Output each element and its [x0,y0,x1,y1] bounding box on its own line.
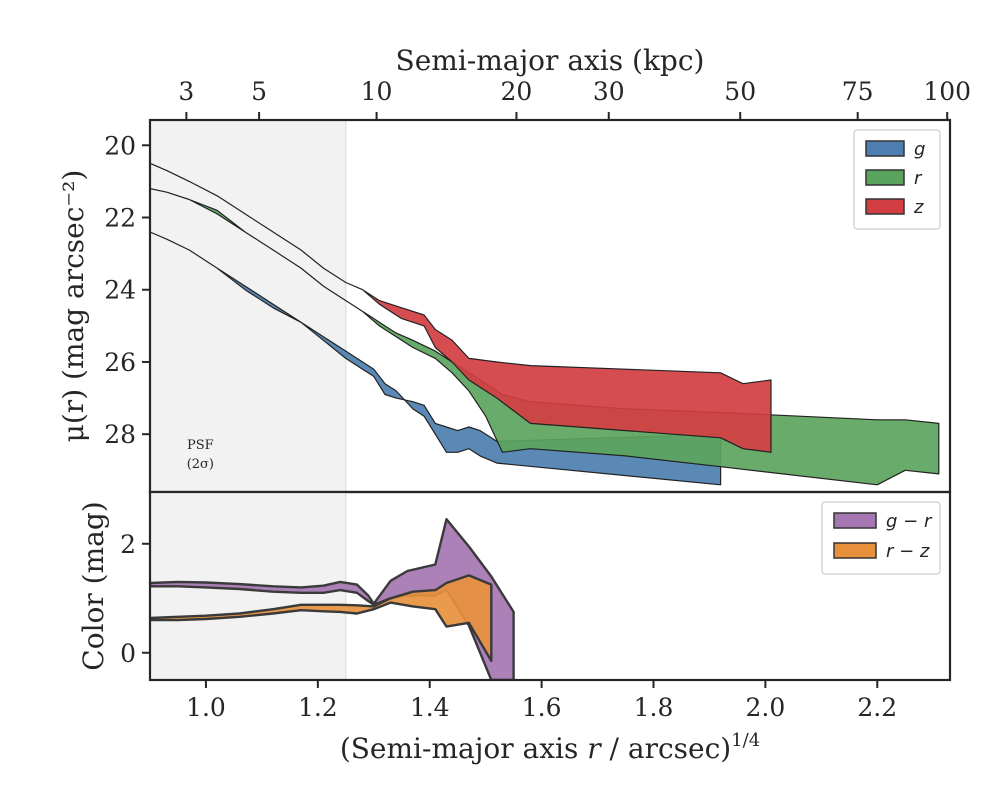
y-axis-ticks: 02 [120,530,150,668]
legend-swatch [833,542,877,559]
kpc-tick-label: 20 [501,77,533,106]
y-tick-label: 20 [104,131,136,160]
x-tick-label: 1.0 [186,693,226,722]
x-tick-label: 1.8 [634,693,674,722]
legend-label: g [914,139,925,160]
x-tick-label: 1.4 [410,693,450,722]
legend-swatch [865,140,905,157]
top-axis-title: Semi-major axis (kpc) [396,44,705,77]
legend-label: g − r [886,511,933,532]
y-tick-label: 22 [104,204,136,233]
y-tick-label: 0 [120,639,136,668]
x-axis-title: (Semi-major axis r / arcsec)1/4 [340,730,760,765]
x-tick-label: 2.2 [857,693,897,722]
color-panel: 02 1.0 1.2 1.4 1.6 1.8 2.0 2.2 g − rr − z Colo… [77,490,952,765]
y-tick-label: 2 [120,530,136,559]
x-tick-label: 2.0 [746,693,786,722]
kpc-tick-label: 100 [923,77,971,106]
band-r [150,188,940,486]
legend: g − r r − z [821,501,941,575]
legend-swatch [833,512,877,529]
kpc-tick-label: 50 [724,77,756,106]
legend: grz [853,129,941,230]
y-axis-title: Color (mag) [77,501,110,670]
y-tick-label: 24 [104,276,136,305]
band-z [150,162,772,453]
psf-label-line-2: (2σ) [187,457,214,472]
band-gr [150,518,515,680]
x-tick-label: 1.6 [522,693,562,722]
kpc-tick-label: 10 [361,77,393,106]
legend-label: r [914,168,923,189]
y-tick-label: 26 [104,348,136,377]
y-tick-label: 28 [104,420,136,449]
y-axis-ticks: 20 22 24 26 28 [104,131,150,449]
panel-frame [148,490,952,682]
kpc-tick-label: 75 [842,77,874,106]
psf-shaded-region [150,120,346,492]
surface-brightness-bands [150,162,940,486]
kpc-tick-label: 5 [251,77,267,106]
y-axis-title: μ(r) (mag arcsec⁻²) [57,170,90,443]
psf-label-line-1: PSF [187,438,214,453]
x-axis-ticks: 1.0 1.2 1.4 1.6 1.8 2.0 2.2 [186,680,897,722]
color-bands [150,518,515,680]
band-rz [150,574,493,663]
legend-swatch [865,198,905,215]
legend-label: r − z [886,541,930,562]
legend-swatch [865,169,905,186]
kpc-tick-label: 30 [593,77,625,106]
x-tick-label: 1.2 [298,693,338,722]
top-kpc-axis-ticks: 3 5 10 20 30 50 75 100 [178,77,971,120]
legend-label: z [913,197,924,218]
kpc-tick-label: 3 [178,77,194,106]
